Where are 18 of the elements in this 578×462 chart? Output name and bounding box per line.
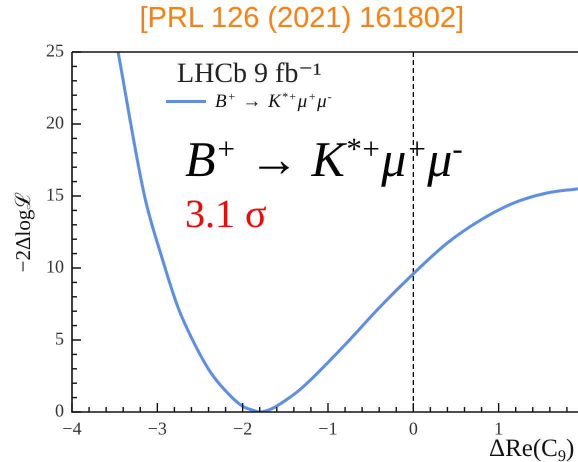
annotation: B$^{+}$ → K$^{*+}$μ$^{+}$μ$^{-}$ [185,130,463,187]
y-axis-title: −2Δlogℒ [11,192,36,272]
chart-title: [PRL 126 (2021) 161802] [140,2,464,34]
legend-label: B$^{+}$ → K$^{*+}$μ$^{+}$μ$^{-}$ [215,90,333,112]
y-tick-label: 15 [46,184,64,205]
x-tick-label: −4 [62,418,82,439]
x-tick-label: −2 [233,418,252,439]
y-tick-label: 0 [55,400,64,421]
line-series [116,52,578,412]
y-tick-label: 5 [55,328,64,349]
x-tick-label: 0 [408,418,418,439]
annotation: 3.1 σ [185,191,267,236]
x-tick-label: −1 [318,418,338,439]
y-tick-label: 20 [46,112,64,133]
legend-title: LHCb 9 fb⁻¹ [177,58,322,89]
x-tick-label: −3 [148,418,167,439]
y-tick-label: 25 [46,40,64,61]
y-tick-label: 10 [46,256,64,277]
